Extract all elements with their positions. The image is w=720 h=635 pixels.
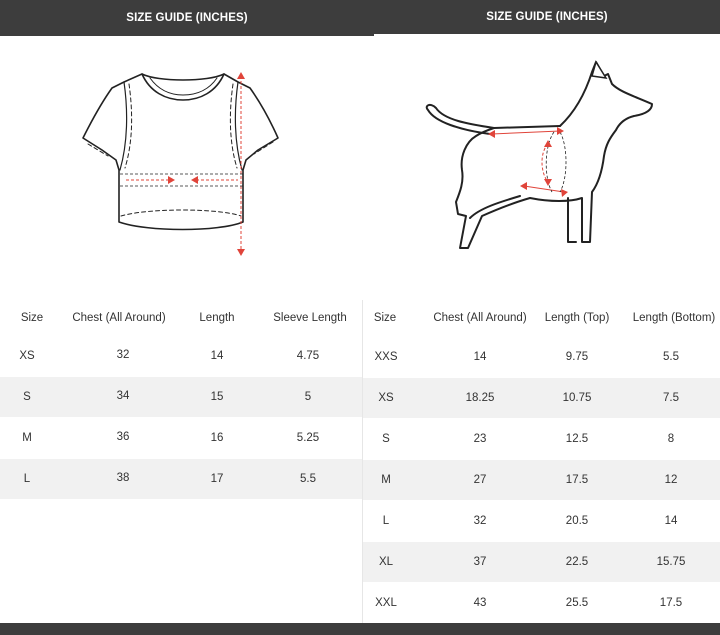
length-top-cell: 10.75 — [562, 392, 592, 404]
dog-size-table: Size Chest (All Around) Length (Top) Len… — [363, 300, 720, 623]
chest-cell: 38 — [116, 472, 130, 484]
footer-bar — [0, 623, 720, 635]
length-bottom-cell: 14 — [664, 515, 678, 527]
chest-cell: 23 — [473, 433, 487, 445]
tshirt-measure-icon — [82, 72, 279, 256]
table-row: XS 32 14 4.75 — [0, 336, 362, 376]
size-cell: M — [22, 432, 32, 444]
size-cell: S — [23, 391, 31, 403]
size-cell: M — [381, 474, 391, 486]
column-header: Length — [199, 312, 235, 324]
length-bottom-cell: 7.5 — [663, 392, 679, 404]
table-row: M 36 16 5.25 — [0, 418, 362, 458]
length-bottom-cell: 15.75 — [656, 556, 686, 568]
chest-cell: 37 — [473, 556, 487, 568]
chest-cell: 43 — [473, 597, 487, 609]
length-cell: 16 — [210, 432, 224, 444]
length-top-cell: 17.5 — [565, 474, 589, 486]
chest-cell: 32 — [473, 515, 487, 527]
table-divider — [362, 300, 363, 623]
column-header: Size — [373, 312, 397, 324]
shirt-size-table: Size Chest (All Around) Length Sleeve Le… — [0, 300, 362, 540]
size-cell: XXS — [374, 351, 398, 363]
length-cell: 14 — [210, 350, 224, 362]
table-row: XS 18.25 10.75 7.5 — [363, 378, 720, 418]
chest-cell: 34 — [116, 390, 130, 402]
length-bottom-cell: 5.5 — [663, 351, 679, 363]
chest-cell: 14 — [473, 351, 487, 363]
dog-measure-icon — [425, 60, 653, 249]
right-size-guide-title: SIZE GUIDE (INCHES) — [486, 11, 608, 23]
size-cell: L — [382, 515, 390, 527]
size-cell: L — [23, 473, 31, 485]
sleeve-cell: 4.75 — [296, 350, 320, 362]
chest-cell: 27 — [473, 474, 487, 486]
table-row: S 23 12.5 8 — [363, 419, 720, 459]
column-header: Chest (All Around) — [433, 312, 527, 324]
table-row: XL 37 22.5 15.75 — [363, 542, 720, 582]
length-bottom-cell: 12 — [664, 474, 678, 486]
column-header: Length (Top) — [544, 312, 610, 324]
chest-cell: 18.25 — [465, 392, 495, 404]
chest-cell: 36 — [116, 431, 130, 443]
size-cell: S — [382, 433, 390, 445]
table-row: L 32 20.5 14 — [363, 501, 720, 541]
size-cell: XXL — [375, 597, 397, 609]
table-row: M 27 17.5 12 — [363, 460, 720, 500]
length-top-cell: 25.5 — [565, 597, 589, 609]
left-size-guide-header: SIZE GUIDE (INCHES) — [0, 0, 374, 36]
table-row: S 34 15 5 — [0, 377, 362, 417]
sleeve-cell: 5.5 — [300, 473, 316, 485]
left-size-guide-title: SIZE GUIDE (INCHES) — [126, 12, 248, 24]
size-cell: XS — [19, 350, 35, 362]
table-row: XXL 43 25.5 17.5 — [363, 583, 720, 623]
table-row: XXS 14 9.75 5.5 — [363, 337, 720, 377]
right-size-guide-header: SIZE GUIDE (INCHES) — [374, 0, 720, 34]
length-top-cell: 20.5 — [565, 515, 589, 527]
column-header: Chest (All Around) — [72, 312, 166, 324]
length-top-cell: 22.5 — [565, 556, 589, 568]
length-cell: 15 — [210, 391, 224, 403]
sleeve-cell: 5 — [304, 391, 312, 403]
sleeve-cell: 5.25 — [296, 432, 320, 444]
column-header: Sleeve Length — [273, 312, 347, 324]
column-header: Length (Bottom) — [632, 312, 716, 324]
column-header: Size — [20, 312, 44, 324]
length-bottom-cell: 8 — [667, 433, 675, 445]
table-row: L 38 17 5.5 — [0, 459, 362, 499]
length-top-cell: 12.5 — [565, 433, 589, 445]
length-bottom-cell: 17.5 — [659, 597, 683, 609]
chest-cell: 32 — [116, 349, 130, 361]
size-cell: XL — [378, 556, 394, 568]
length-cell: 17 — [210, 473, 224, 485]
size-cell: XS — [378, 392, 394, 404]
length-top-cell: 9.75 — [565, 351, 589, 363]
table-header-row: Size Chest (All Around) Length Sleeve Le… — [0, 300, 362, 336]
table-header-row: Size Chest (All Around) Length (Top) Len… — [363, 300, 720, 336]
